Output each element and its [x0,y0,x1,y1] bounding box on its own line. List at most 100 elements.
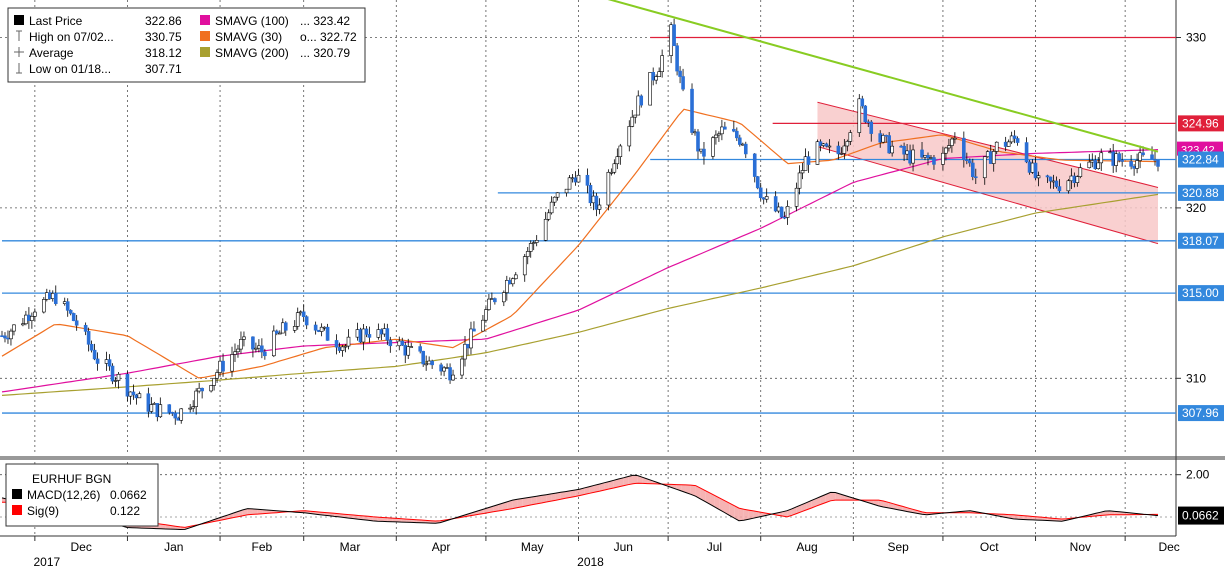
candle-body [449,368,452,380]
candle-body [493,299,496,302]
candle-body [1037,176,1040,178]
legend-value: ... 320.79 [300,46,350,60]
level-tag-label: 318.07 [1182,234,1219,248]
candle-body [428,361,431,364]
macd-fill [830,492,835,500]
candle-body [171,412,174,413]
candle-body [571,178,574,179]
candle-body [1010,136,1013,142]
candle-body [365,329,368,334]
candle-body [631,117,634,126]
candle-body [138,394,141,398]
candle-body [783,217,786,218]
candle-body [921,150,924,157]
candle-body [858,99,861,133]
x-tick-label: Dec [70,540,91,554]
candle-body [210,385,213,391]
candle-body [132,392,135,395]
candle-body [201,388,204,391]
candle-body [819,142,822,146]
candle-body [63,302,66,304]
macd-fill [744,509,749,520]
candle-body [619,146,622,157]
candle-body [1025,143,1028,162]
candle-body [691,89,694,132]
candle-body [702,149,705,156]
y-axis: 310320330323.42324.96322.84320.88318.073… [1176,30,1224,421]
candle-body [926,155,929,157]
candle-body [741,144,744,145]
candle-body [1076,177,1079,183]
candle-body [159,405,162,417]
candle-body [947,146,950,148]
candle-body [929,158,932,159]
candle-body [222,361,225,371]
candle-body [362,329,365,342]
candle-body [717,134,720,135]
x-tick-label: May [521,540,544,554]
candle-body [108,360,111,366]
candle-body [344,346,347,347]
candle-body [272,331,275,356]
candle-body [1013,136,1016,139]
candle-body [147,394,150,412]
candle-body [595,196,598,209]
candle-body [1151,155,1154,160]
candle-body [906,151,909,154]
candle-body [511,279,514,284]
candle-body [398,341,401,346]
candle-body [780,207,783,217]
macd-fill [633,475,638,483]
candle-body [699,149,702,151]
candle-body [168,405,171,413]
candle-body [1058,187,1061,191]
candle-body [21,324,24,325]
candle-body [487,299,490,310]
candle-body [368,334,371,337]
candle-body [90,344,93,350]
candle-body [263,352,266,356]
macd-fill [522,498,527,507]
x-tick-label: Jun [614,540,633,554]
candle-body [553,197,556,202]
candle-body [753,154,756,177]
candle-body [1046,176,1049,177]
candle-body [547,213,550,219]
candle-body [461,359,464,375]
candle-body [649,72,652,105]
candle-body [924,155,927,157]
candle-body [577,175,580,182]
legend-value: 322.86 [145,14,182,28]
candle-body [1049,177,1052,181]
candle-body [1,336,4,337]
candle-body [299,312,302,313]
candle-body [795,188,798,206]
candle-body [723,127,726,129]
macd-legend-swatch [12,505,22,515]
candle-body [592,196,595,203]
candle-body [3,336,6,338]
candle-body [407,347,410,355]
candle-body [135,395,138,398]
candle-body [676,46,679,71]
candle-body [1157,160,1160,166]
x-tick-label: Aug [796,540,817,554]
candle-body [75,321,78,326]
candle-body [1136,161,1139,169]
x-year-label: 2017 [34,555,61,569]
candle-body [126,374,129,396]
legend-swatch [200,31,210,41]
macd-fill [248,509,253,515]
candle-body [69,310,72,313]
candle-body [1109,152,1112,153]
candle-body [879,134,882,143]
candle-body [867,122,870,123]
y-tick-label: 310 [1186,371,1206,385]
candle-body [305,317,308,325]
candle-body [586,175,589,185]
candle-body [909,151,912,163]
legend-swatch [14,15,24,25]
legend-swatch [200,47,210,57]
candle-body [756,177,759,188]
